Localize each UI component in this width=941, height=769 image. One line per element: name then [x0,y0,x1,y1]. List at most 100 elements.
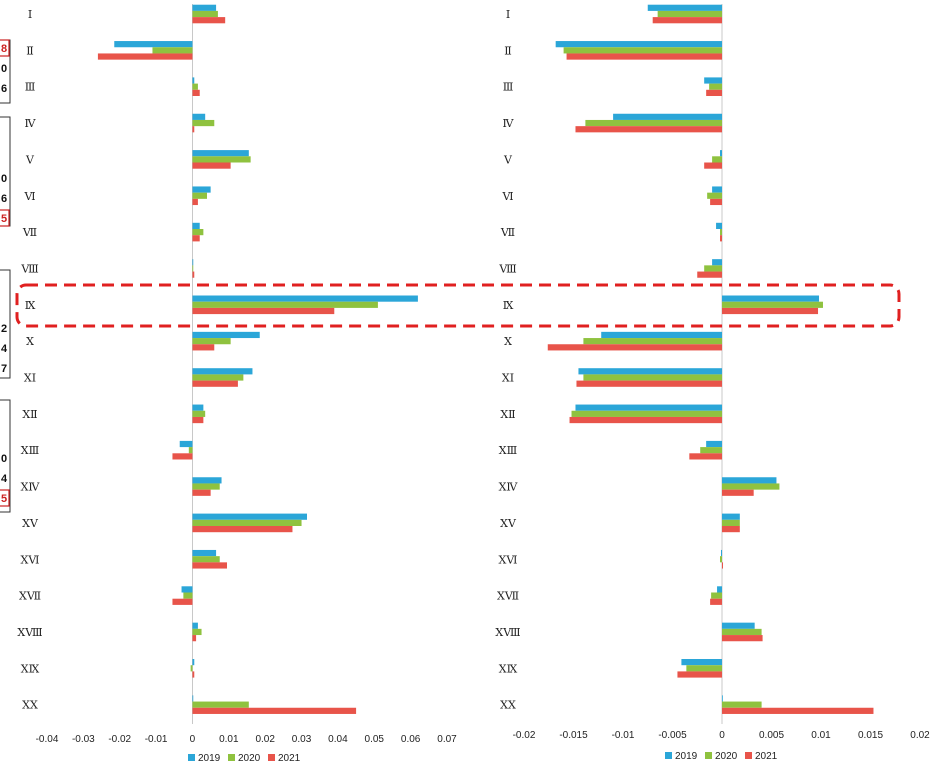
bar-2021 [192,489,211,496]
bar-2021 [192,307,335,315]
edge-digit: 0 [1,453,7,465]
category-label: ⅩⅣ [499,482,519,494]
bar-2021 [569,416,722,424]
bar-2019 [192,77,195,84]
x-tick-label: 0.005 [759,730,784,741]
bar-2019 [192,695,194,702]
bar-2021 [547,344,722,351]
bar-2019 [720,150,722,157]
bar-2021 [192,671,195,678]
x-tick-label: -0.005 [658,730,687,741]
category-label: Ⅹ [26,336,34,348]
bar-2021 [192,89,200,96]
bar-2019 [704,77,722,84]
bar-2020 [711,592,722,599]
legend-swatch-2021 [268,754,275,761]
bar-2020 [700,447,722,454]
x-tick-label: 0.04 [328,734,348,745]
bar-2021 [704,162,722,169]
bar-2019 [706,440,722,448]
edge-digit: 4 [1,473,8,485]
category-label: ⅩⅦ [497,591,519,603]
left-chart: Ⅰ Ⅱ Ⅲ Ⅳ Ⅴ Ⅵ Ⅶ Ⅷ Ⅸ Ⅹ ⅩⅠ ⅩⅡ ⅩⅢ ⅩⅣ ⅩⅤ ⅩⅥ ⅩⅦ ⅩⅧ ⅩⅨ ⅩⅩ -0.04 -0.03… [17,4,457,764]
category-label: Ⅸ [25,300,36,312]
bar-2020 [712,156,722,163]
bar-2019 [192,113,206,120]
edge-digit: 7 [1,363,7,375]
edge-table-border [0,269,11,379]
bar-2020 [563,47,722,54]
category-label: Ⅶ [500,227,515,239]
legend-swatch-2019 [188,754,195,761]
legend-label-2020: 2020 [238,753,261,764]
bar-2019 [722,295,820,302]
edge-highlight-box [0,489,10,507]
bar-2020 [192,338,231,345]
bar-2020 [704,265,722,272]
bar-2020 [686,665,722,672]
edge-digit: 4 [1,343,8,355]
bar-2019 [192,659,195,666]
x-tick-label: 0.01 [811,730,831,741]
bar-2020 [583,374,722,381]
x-tick-label: 0 [190,734,196,745]
edge-highlight-box [0,39,10,57]
bar-2019 [192,150,249,157]
x-tick-label: -0.04 [36,734,59,745]
bar-2020 [190,665,193,672]
category-label: ⅩⅨ [21,663,40,675]
category-label: Ⅰ [506,9,510,21]
x-tick-label: -0.02 [513,730,536,741]
x-tick-label: 0.02 [910,730,930,741]
edge-table-border [0,399,11,513]
bar-2019 [181,586,193,593]
bar-2019 [613,113,722,120]
bar-2020 [585,119,722,127]
bar-2021 [192,707,357,714]
x-tick-label: -0.01 [145,734,168,745]
category-label: ⅩⅤ [500,518,517,530]
edge-highlight-box [0,209,10,227]
bar-2020 [707,192,722,199]
bar-2021 [192,235,200,242]
legend-label-2019: 2019 [198,753,221,764]
bar-2019 [192,186,211,193]
category-label: Ⅲ [25,82,36,94]
bar-2020 [583,338,722,345]
category-label: ⅩⅢ [21,445,39,457]
category-label: Ⅵ [23,191,35,203]
bar-2019 [712,186,722,193]
category-label: Ⅱ [504,45,511,57]
bar-2020 [720,229,722,236]
category-label: ⅩⅧ [495,627,520,639]
bar-2019 [722,513,740,520]
edge-digit: 0 [1,63,7,75]
bar-2020 [720,556,722,563]
legend-label-2021: 2021 [278,753,301,764]
legend-label-2019: 2019 [675,751,698,762]
bar-2020 [152,47,193,54]
bar-2020 [722,628,762,636]
bar-2021 [192,198,198,206]
bar-2020 [192,701,249,708]
bar-2021 [192,271,195,278]
legend-swatch-2019 [665,752,672,759]
bar-2019 [712,259,722,266]
x-tick-label: -0.02 [108,734,131,745]
bar-2019 [192,477,222,484]
bar-2020 [192,83,198,90]
bar-2019 [192,549,217,557]
bar-2019 [192,4,217,11]
x-tick-label: -0.01 [612,730,635,741]
bar-2021 [722,707,874,714]
right-chart: Ⅰ Ⅱ Ⅲ Ⅳ Ⅴ Ⅵ Ⅶ Ⅷ Ⅸ Ⅹ ⅩⅠ ⅩⅡ ⅩⅢ ⅩⅣ ⅩⅤ ⅩⅥ ⅩⅦ ⅩⅧ ⅩⅨ ⅩⅩ -0.02 -0.01… [495,4,930,762]
category-label: Ⅳ [503,118,515,130]
bar-2021 [576,380,722,387]
category-label: ⅩⅢ [499,445,517,457]
category-label: Ⅴ [25,154,35,166]
bar-2019 [114,41,193,48]
bar-2020 [192,519,302,526]
bar-2020 [722,483,780,490]
bar-2019 [192,259,194,266]
edge-digit: 6 [1,83,7,95]
